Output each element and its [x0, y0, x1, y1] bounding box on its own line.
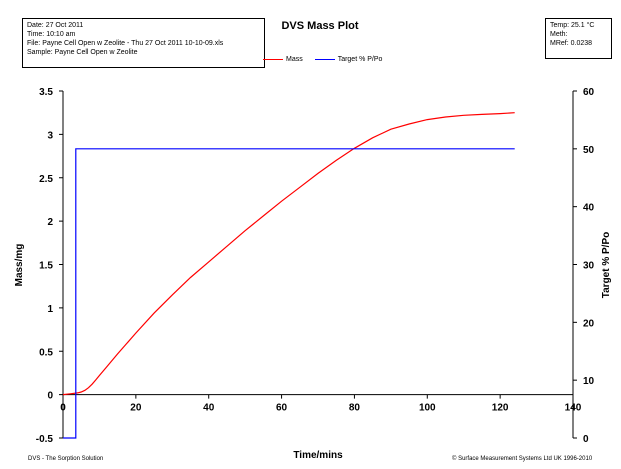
legend-label-mass: Mass	[286, 56, 303, 63]
mref-value: 0.0238	[570, 40, 593, 47]
legend-label-target: Target % P/Po	[337, 56, 383, 63]
x-tick-label: 40	[203, 403, 215, 414]
y2-tick-label: 50	[583, 145, 595, 156]
x-tick-label: 140	[565, 403, 582, 414]
series-line-mass	[62, 112, 515, 396]
y-tick-label: 0.5	[39, 347, 53, 358]
x-tick-label: 120	[492, 403, 509, 414]
mref-label: MRef:	[550, 40, 569, 47]
date-label: Date:	[27, 22, 44, 29]
sample-label: Sample:	[27, 49, 53, 56]
x-tick-label: 20	[130, 403, 142, 414]
y2-tick-label: 30	[583, 261, 595, 272]
y2-axis-label: Target % P/Po	[601, 232, 612, 299]
temp-label: Temp:	[550, 22, 570, 29]
file-value: Payne Cell Open w Zeolite - Thu 27 Oct 2…	[42, 40, 224, 47]
y-tick-label: -0.5	[36, 434, 54, 445]
date-value: 27 Oct 2011	[45, 22, 84, 29]
legend: Mass Target % P/Po	[263, 55, 392, 63]
meth-label: Meth:	[550, 31, 568, 38]
legend-item-mass: Mass	[263, 56, 303, 63]
legend-swatch-target	[314, 59, 335, 60]
file-label: File:	[27, 40, 41, 47]
meta-box: Temp: 25.1 °C Meth: MRef: 0.0238	[545, 18, 612, 59]
time-label: Time:	[27, 31, 45, 38]
info-box: Date: 27 Oct 2011 Time: 10:10 am File: P…	[22, 18, 265, 68]
axes-group: 0 20 40 60 80 100 120 140 -0.5 0 0.5 1 1.5 2 2.5 3 3.5 0 1…	[36, 87, 595, 445]
y-tick-label: 1.5	[39, 261, 53, 272]
legend-item-target: Target % P/Po	[314, 56, 383, 63]
y-tick-label: 2.5	[39, 174, 53, 185]
y-tick-label: 3.5	[39, 87, 53, 98]
y-axis-label: Mass/mg	[14, 244, 25, 287]
y-tick-label: 0	[47, 391, 53, 402]
y2-tick-label: 40	[583, 203, 595, 214]
series-line-target	[63, 148, 515, 439]
sample-value: Payne Cell Open w Zeolite	[54, 49, 138, 56]
temp-value: 25.1 °C	[571, 22, 595, 29]
legend-swatch-mass	[263, 59, 283, 60]
y-tick-label: 3	[47, 130, 53, 141]
x-tick-label: 100	[419, 403, 436, 414]
y2-tick-label: 10	[583, 376, 595, 387]
y2-tick-label: 0	[583, 434, 589, 445]
y2-tick-label: 60	[583, 87, 595, 98]
series-group	[62, 112, 515, 439]
y2-tick-label: 20	[583, 318, 595, 329]
footer-left: DVS - The Sorption Solution	[28, 456, 104, 462]
time-value: 10:10 am	[46, 31, 76, 38]
y-tick-label: 1	[47, 304, 53, 315]
x-axis-label: Time/mins	[293, 450, 343, 461]
y-tick-label: 2	[47, 217, 53, 228]
x-tick-label: 0	[60, 403, 66, 414]
x-tick-label: 60	[276, 403, 288, 414]
x-tick-label: 80	[349, 403, 361, 414]
chart-title: DVS Mass Plot	[281, 20, 359, 32]
footer-right: © Surface Measurement Systems Ltd UK 199…	[452, 456, 593, 462]
